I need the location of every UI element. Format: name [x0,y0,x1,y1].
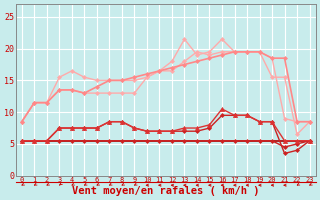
X-axis label: Vent moyen/en rafales ( km/h ): Vent moyen/en rafales ( km/h ) [72,186,260,196]
